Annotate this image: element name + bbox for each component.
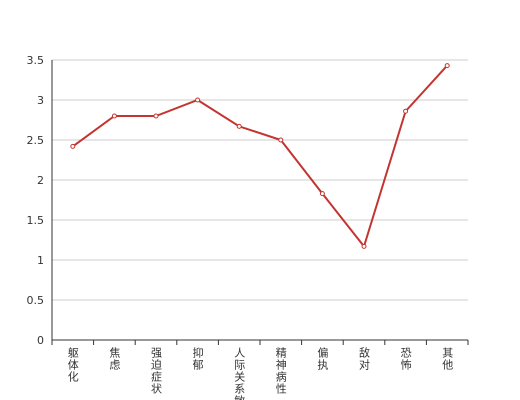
- y-tick-label: 0: [37, 334, 44, 347]
- point: [111, 113, 117, 119]
- point: [361, 243, 367, 249]
- y-tick-label: 0.5: [27, 294, 45, 307]
- y-tick-label: 2.5: [27, 134, 45, 147]
- y-tick-label: 1: [37, 254, 44, 267]
- x-tick-label: 焦虑: [108, 347, 121, 371]
- x-tick-label: 强迫症状: [150, 347, 163, 395]
- y-tick-label: 3: [37, 94, 44, 107]
- x-tick-label: 精神病性: [274, 347, 287, 395]
- y-tick-label: 3.5: [27, 54, 45, 67]
- x-tick-label: 躯体化: [66, 347, 79, 383]
- line: [72, 64, 448, 249]
- point: [70, 143, 76, 149]
- x-tick-label: 人际关系敏感: [233, 347, 246, 400]
- x-tick-label: 偏执: [316, 346, 329, 371]
- point: [236, 123, 242, 129]
- x-tick-label: 恐怖: [399, 347, 412, 371]
- point: [444, 63, 450, 69]
- y-tick-label: 1.5: [27, 214, 45, 227]
- x-tick-label: 敌对: [358, 346, 371, 371]
- point: [195, 97, 201, 103]
- point: [278, 137, 284, 143]
- x-tick-label: 抑郁: [191, 346, 204, 371]
- point: [319, 191, 325, 197]
- x-tick-label: 其他: [441, 347, 454, 371]
- point: [153, 113, 159, 119]
- point: [403, 108, 409, 114]
- y-tick-label: 2: [37, 174, 44, 187]
